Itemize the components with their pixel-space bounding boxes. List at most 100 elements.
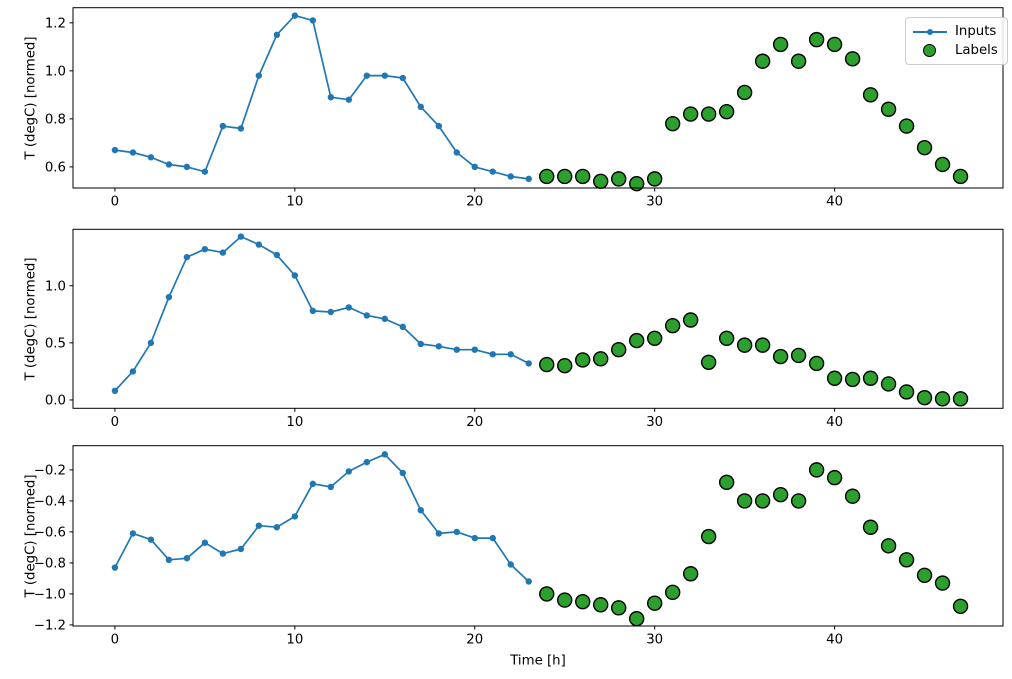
inputs-marker: [507, 173, 514, 180]
inputs-marker: [363, 72, 371, 79]
inputs-marker: [417, 506, 424, 514]
legend-label-labels: Labels: [955, 43, 998, 58]
labels-point: [700, 106, 717, 122]
inputs-marker: [417, 340, 424, 348]
inputs-marker: [507, 561, 514, 568]
labels-point: [862, 519, 879, 535]
labels-point: [664, 115, 681, 132]
axes-frame: [72, 228, 1004, 409]
labels-point: [898, 552, 915, 568]
inputs-marker: [435, 122, 442, 130]
labels-point: [718, 474, 735, 490]
inputs-marker: [489, 168, 496, 175]
x-tick-label: 30: [646, 415, 663, 430]
labels-point: [593, 597, 609, 613]
labels-point: [610, 600, 627, 616]
inputs-marker: [273, 31, 281, 39]
y-axis-label-subplot-1: T (degC) [normed]: [23, 36, 39, 160]
inputs-marker: [291, 513, 299, 520]
inputs-marker: [165, 293, 173, 301]
y-tick-label: 1.2: [45, 16, 66, 31]
y-tick-label: 0.5: [45, 336, 66, 351]
y-axis-label-subplot-3: T (degC) [normed]: [23, 474, 39, 598]
y-tick-label: 1.0: [45, 64, 66, 79]
inputs-marker: [183, 555, 191, 562]
labels-point: [934, 575, 951, 591]
inputs-marker: [237, 545, 245, 553]
inputs-marker: [291, 272, 299, 279]
labels-point: [808, 462, 825, 478]
inputs-marker: [453, 149, 460, 156]
labels-point: [898, 384, 915, 400]
x-tick-label: 20: [466, 633, 483, 648]
inputs-marker: [183, 253, 191, 261]
y-tick-label: 0.8: [45, 112, 66, 127]
labels-point: [539, 356, 555, 373]
inputs-marker-swatch: [927, 28, 933, 35]
x-tick-label: 0: [111, 415, 119, 430]
labels-point: [718, 103, 735, 120]
x-axis-label: Time [h]: [510, 653, 566, 669]
inputs-marker: [255, 522, 263, 529]
labels-point: [682, 106, 699, 122]
inputs-marker: [165, 161, 173, 168]
x-tick-label: 0: [111, 633, 119, 648]
labels-point: [539, 586, 555, 602]
x-tick-label: 20: [466, 195, 483, 210]
inputs-marker: [147, 339, 155, 347]
labels-point: [880, 538, 897, 554]
labels-point: [790, 493, 807, 509]
x-tick-label: 10: [286, 633, 303, 648]
inputs-marker: [309, 17, 317, 24]
inputs-marker: [147, 536, 155, 543]
labels-point: [646, 330, 663, 346]
inputs-marker: [363, 458, 371, 466]
labels-point: [844, 488, 861, 504]
labels-point: [790, 53, 807, 69]
labels-point: [916, 567, 933, 584]
inputs-marker: [273, 251, 281, 259]
legend-label-inputs: Inputs: [955, 24, 997, 39]
inputs-marker: [111, 146, 119, 154]
x-tick-label: 10: [286, 195, 303, 210]
inputs-marker: [201, 245, 209, 253]
inputs-marker: [219, 550, 227, 557]
labels-point: [557, 592, 573, 608]
labels-point: [575, 593, 591, 610]
labels-point: [880, 376, 897, 392]
x-tick-label: 0: [111, 195, 119, 210]
labels-point: [593, 351, 609, 367]
inputs-marker: [255, 72, 263, 79]
legend: Inputs Labels: [905, 17, 1008, 65]
labels-point: [646, 171, 663, 187]
y-tick-label: −0.8: [34, 557, 66, 572]
inputs-marker: [219, 249, 227, 256]
inputs-marker: [165, 556, 173, 564]
labels-point: [934, 391, 951, 407]
inputs-line: [114, 453, 530, 583]
labels-point: [682, 312, 699, 328]
inputs-marker: [417, 103, 424, 111]
inputs-marker: [453, 346, 460, 353]
labels-point: [952, 391, 969, 407]
inputs-marker: [273, 524, 281, 531]
inputs-line: [114, 235, 530, 392]
y-tick-label: 1.0: [45, 279, 66, 294]
legend-item-labels: Labels: [913, 41, 998, 60]
inputs-marker: [255, 241, 263, 248]
inputs-marker: [525, 175, 532, 183]
labels-point: [826, 370, 843, 386]
labels-point: [808, 31, 825, 48]
inputs-marker: [327, 94, 335, 101]
inputs-marker: [345, 468, 353, 475]
inputs-marker: [291, 12, 299, 19]
labels-point: [754, 493, 771, 509]
labels-point: [718, 330, 735, 346]
inputs-marker: [399, 323, 406, 331]
labels-point: [808, 355, 825, 372]
inputs-marker: [183, 163, 191, 171]
inputs-marker: [147, 154, 155, 161]
labels-point: [736, 337, 753, 353]
